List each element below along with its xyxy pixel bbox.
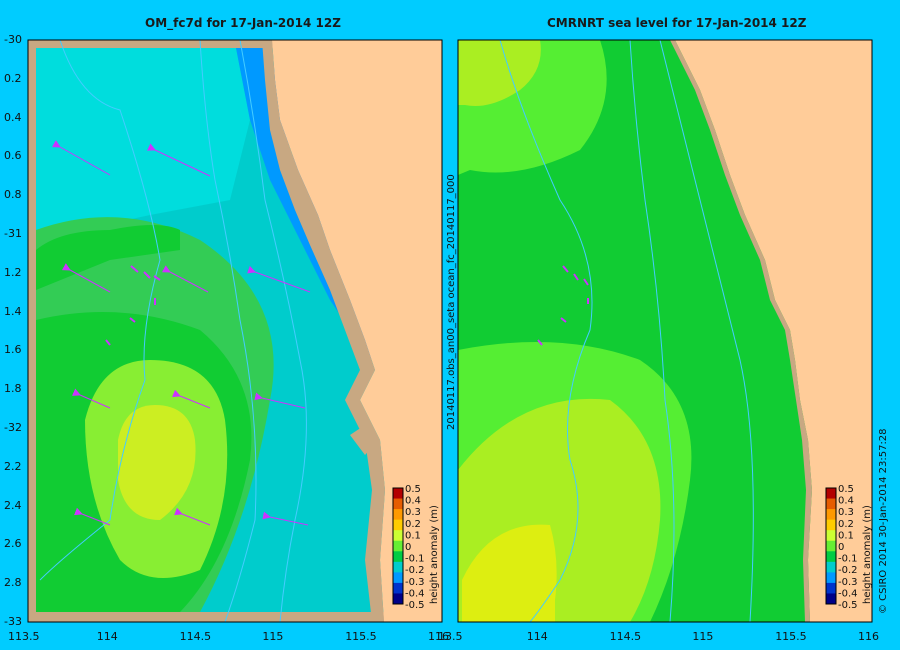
colorbar-tick-label: -0.5 xyxy=(838,600,858,611)
y-tick-label: 2.2 xyxy=(4,459,22,473)
colorbar-frame xyxy=(825,487,837,605)
colorbar-frame xyxy=(392,487,404,605)
colorbar-swatch xyxy=(826,593,836,605)
right-panel-title: CMRNRT sea level for 17-Jan-2014 12Z xyxy=(547,16,807,30)
x-tick-label: 116 xyxy=(428,630,449,643)
y-tick-label: 1.6 xyxy=(4,343,22,357)
colorbar-tick-label: -0.1 xyxy=(838,554,858,565)
colorbar-tick-label: -0.2 xyxy=(405,565,425,576)
y-tick-label: -33 xyxy=(4,615,22,628)
colorbar-swatch xyxy=(393,530,403,542)
colorbar-tick-label: -0.3 xyxy=(405,577,425,588)
colorbar-swatch xyxy=(393,519,403,531)
right-land xyxy=(675,40,872,622)
left-colorbar: 0.50.40.30.20.10-0.1-0.2-0.3-0.4-0.5 heig… xyxy=(392,484,440,611)
left-panel-title: OM_fc7d for 17-Jan-2014 12Z xyxy=(145,16,341,30)
colorbar-swatch xyxy=(826,582,836,594)
colorbar-tick-label: 0.3 xyxy=(405,507,421,518)
colorbar-swatch xyxy=(826,519,836,531)
right-map-frame xyxy=(457,39,873,623)
colorbar-tick-label: -0.4 xyxy=(838,588,858,599)
colorbar-tick-label: 0.2 xyxy=(405,519,421,530)
y-tick-label: -30 xyxy=(4,33,22,46)
right-side-label: 20140117.obs_an00_seta ocean_fc_20140117… xyxy=(446,174,457,430)
colorbar-tick-label: 0.5 xyxy=(405,484,421,495)
y-tick-label: 2.4 xyxy=(4,498,22,512)
colorbar-swatch xyxy=(826,498,836,510)
colorbar-swatch xyxy=(393,582,403,594)
x-tick-label: 114.5 xyxy=(179,630,212,643)
colorbar-tick-label: -0.5 xyxy=(405,600,425,611)
left-top-shelf xyxy=(28,40,442,48)
colorbar-tick-label: -0.3 xyxy=(838,577,858,588)
colorbar-swatch xyxy=(393,540,403,552)
y-tick-label: 1.4 xyxy=(4,304,22,318)
colorbar-tick-label: -0.4 xyxy=(405,588,425,599)
colorbar-tick-label: -0.2 xyxy=(838,565,858,576)
colorbar-tick-label: 0.1 xyxy=(405,530,421,541)
colorbar-tick-label: 0 xyxy=(838,542,844,553)
x-tick-label: 115.5 xyxy=(775,630,807,643)
right-current-arrows xyxy=(537,265,589,346)
colorbar-tick-label: 0.1 xyxy=(838,530,854,541)
colorbar-tick-label: -0.1 xyxy=(405,554,425,565)
left-land xyxy=(272,40,442,622)
x-tick-label: 115.5 xyxy=(345,630,377,643)
colorbar-tick-label: 0.4 xyxy=(838,496,854,507)
colorbar-swatch xyxy=(826,530,836,542)
left-left-shelf xyxy=(28,40,36,622)
colorbar-tick-label: 0 xyxy=(405,542,411,553)
y-tick-label: 1.2 xyxy=(4,265,22,279)
right-map xyxy=(457,39,873,623)
right-colorbar: 0.50.40.30.20.10-0.1-0.2-0.3-0.4-0.5 heig… xyxy=(825,484,873,611)
copyright-label: © CSIRO 2014 30-Jan-2014 23:57:28 xyxy=(878,428,889,614)
left-bottom-shelf xyxy=(28,612,442,622)
y-tick-label: 2.8 xyxy=(4,576,22,590)
colorbar-swatch xyxy=(393,498,403,510)
colorbar-tick-label: 0.2 xyxy=(838,519,854,530)
colorbar-swatch xyxy=(393,593,403,605)
colorbar-axis-label: height anomaly (m) xyxy=(862,505,873,604)
colorbar-swatch xyxy=(393,488,403,500)
x-tick-label: 113.5 xyxy=(8,630,40,643)
x-tick-label: 13.5 xyxy=(438,630,463,643)
colorbar-swatch xyxy=(826,509,836,521)
colorbar-tick-label: 0.3 xyxy=(838,507,854,518)
colorbar-swatch xyxy=(393,551,403,563)
left-map xyxy=(27,39,443,623)
x-tick-label: 114.5 xyxy=(609,630,642,643)
colorbar-swatch xyxy=(826,540,836,552)
x-tick-label: 114 xyxy=(526,630,548,643)
left-current-arrows xyxy=(51,140,311,526)
colorbar-tick-label: 0.5 xyxy=(838,484,854,495)
x-tick-label: 115 xyxy=(692,630,714,643)
x-tick-label: 114 xyxy=(96,630,118,643)
y-tick-label: -31 xyxy=(4,227,22,240)
colorbar-swatch xyxy=(393,561,403,573)
y-tick-label: 1.8 xyxy=(4,382,22,396)
colorbar-swatch xyxy=(826,488,836,500)
colorbar-swatch xyxy=(393,509,403,521)
y-tick-label: 0.6 xyxy=(4,149,22,163)
colorbar-swatch xyxy=(826,551,836,563)
y-tick-label: -32 xyxy=(4,421,22,434)
y-tick-label: 0.2 xyxy=(4,71,22,85)
colorbar-axis-label: height anomaly (m) xyxy=(429,505,440,604)
colorbar-swatch xyxy=(393,572,403,584)
colorbar-swatch xyxy=(826,572,836,584)
y-tick-label: 0.4 xyxy=(4,110,22,124)
y-tick-label: 0.8 xyxy=(4,188,22,202)
x-tick-label: 116 xyxy=(858,630,879,643)
colorbar-swatch xyxy=(826,561,836,573)
left-map-frame xyxy=(27,39,443,623)
x-tick-label: 115 xyxy=(262,630,284,643)
y-tick-label: 2.6 xyxy=(4,537,22,551)
colorbar-tick-label: 0.4 xyxy=(405,496,421,507)
